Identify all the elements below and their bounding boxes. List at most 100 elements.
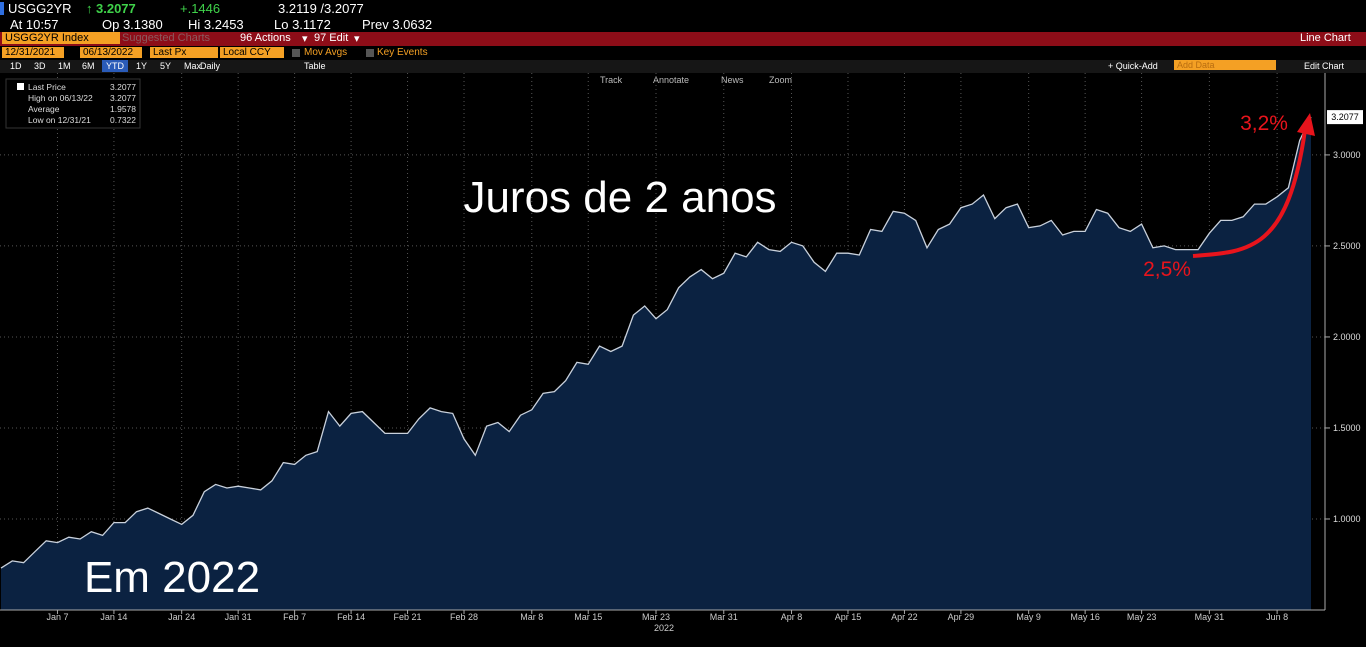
area [1,117,1311,610]
red-arrow [1192,129,1307,258]
quick-add[interactable]: + Quick-Add [1108,61,1158,71]
checkbox[interactable] [366,49,374,57]
legend-label: Average [28,104,60,114]
key-events[interactable]: Key Events [377,47,428,58]
x-tick-label: Jan 7 [46,612,68,622]
legend-value: 1.9578 [110,104,136,114]
price-line [0,116,1312,569]
period-button[interactable]: 5Y [160,61,172,71]
field-select[interactable]: Last Px [150,47,218,58]
time: At 10:57 [10,17,59,32]
y-tick-label: 2.5000 [1333,241,1361,251]
suggested-charts[interactable]: Suggested Charts [122,32,211,44]
last-value-label: 3.2077 [1331,112,1359,122]
legend-swatch [17,83,24,90]
quote-row: USGG2YR ↑ 3.2077 +.1446 3.2119 /3.2077 [0,0,1366,17]
plot: 3.2077 [0,110,1363,610]
y-tick-label: 1.5000 [1333,423,1361,433]
annotation: 3,2% [1240,112,1288,135]
x-tick-label: Feb 7 [283,612,306,622]
x-tick-label: Apr 15 [835,612,862,622]
x-tick-label: Apr 8 [781,612,803,622]
edit-menu[interactable]: 97 Edit [314,32,349,44]
up-arrow: ↑ [86,1,93,16]
x-tick-label: Feb 14 [337,612,365,622]
open: Op 3.1380 [102,17,163,32]
period-button[interactable]: YTD [102,60,128,72]
x-tick-label: Mar 31 [710,612,738,622]
chart-tool[interactable]: Track [600,75,623,85]
x-tick-label: Jun 8 [1266,612,1288,622]
last-value-box [1327,110,1363,125]
x-tick-label: Feb 28 [450,612,478,622]
x-tick-label: May 31 [1195,612,1225,622]
x-tick-label: Jan 31 [225,612,252,622]
x-tick-label: Jan 14 [100,612,127,622]
x-tick-label: May 9 [1016,612,1041,622]
x-tick-label: Mar 15 [574,612,602,622]
table-button[interactable]: Table [304,61,326,71]
legend-label: Low on 12/31/21 [28,115,91,125]
x-tick-label: Jan 24 [168,612,195,622]
chart-tool[interactable]: Annotate [653,75,689,85]
arrow-head [1297,113,1315,136]
mov-avgs[interactable]: Mov Avgs [304,47,348,58]
x-tick-label: Feb 21 [394,612,422,622]
chart-tool[interactable]: News [721,75,744,85]
edit-caret: ▾ [354,33,360,45]
low: Lo 3.1172 [274,17,331,32]
x-tick-label: Mar 8 [520,612,543,622]
period-button[interactable]: 6M [82,61,95,71]
x-tick-label: May 16 [1070,612,1100,622]
frequency[interactable]: Daily [200,61,221,71]
period-button[interactable]: 1Y [136,61,148,71]
legend-box [5,78,141,129]
chart-type: Line Chart [1300,32,1351,44]
chart-tools: Track Annotate News Zoom [600,75,792,85]
y-tick-label: 2.0000 [1333,332,1361,342]
security-field[interactable]: USGG2YR Index [2,32,120,44]
stats-legend: Last Price 3.2077 High on 06/13/22 3.2077 Av… [5,78,141,129]
x-tick-label: Apr 29 [948,612,975,622]
ticker-marker [0,2,4,15]
actions-menu[interactable]: 96 Actions [240,32,291,44]
edit-chart[interactable]: Edit Chart [1304,61,1345,71]
period-button[interactable]: 1M [58,61,71,71]
period-button[interactable]: Max [184,61,202,71]
ticker: USGG2YR [8,1,72,16]
chart: Track Annotate News Zoom 3.2077 1.0000 1.500… [0,73,1366,647]
bid-ask: 3.2119 /3.2077 [278,1,364,16]
annotation: Em 2022 [84,553,260,602]
legend-value: 3.2077 [110,82,136,92]
legend-value: 0.7322 [110,115,136,125]
currency-select[interactable]: Local CCY [220,47,284,58]
period-button[interactable]: 3D [34,61,46,71]
legend-label: High on 06/13/22 [28,93,93,103]
add-data[interactable]: Add Data [1174,60,1276,70]
last-price: 3.2077 [96,1,136,16]
legend-value: 3.2077 [110,93,136,103]
settings-row: 12/31/2021 06/13/2022 Last Px Local CCY … [0,46,1366,60]
prev: Prev 3.0632 [362,17,433,32]
start-date[interactable]: 12/31/2021 [2,47,64,58]
toolbar-row: Daily Table + Quick-Add Add Data Edit Ch… [0,60,1366,73]
x-axis-label: 2022 [654,623,674,633]
checkbox[interactable] [292,49,300,57]
y-tick-label: 3.0000 [1333,150,1361,160]
stats-row: At 10:57 Op 3.1380 Hi 3.2453 Lo 3.1172 P… [0,17,1366,32]
annotation: 2,5% [1143,258,1191,281]
actions-caret: ▾ [302,33,308,45]
chart-tool[interactable]: Zoom [769,75,792,85]
legend-label: Last Price [28,82,66,92]
y-tick-label: 1.0000 [1333,514,1361,524]
x-tick-label: Apr 22 [891,612,918,622]
end-date[interactable]: 06/13/2022 [80,47,142,58]
x-tick-label: Mar 23 [642,612,670,622]
period-button[interactable]: 1D [10,61,22,71]
high: Hi 3.2453 [188,17,244,32]
change: +.1446 [180,1,221,16]
menu-bar: USGG2YR Index Suggested Charts 96 Action… [0,32,1366,46]
chart-title: Juros de 2 anos [463,173,776,222]
axes: 1.0000 1.5000 2.0000 2.5000 3.0000 Jan 7 Jan 1… [46,150,1360,622]
